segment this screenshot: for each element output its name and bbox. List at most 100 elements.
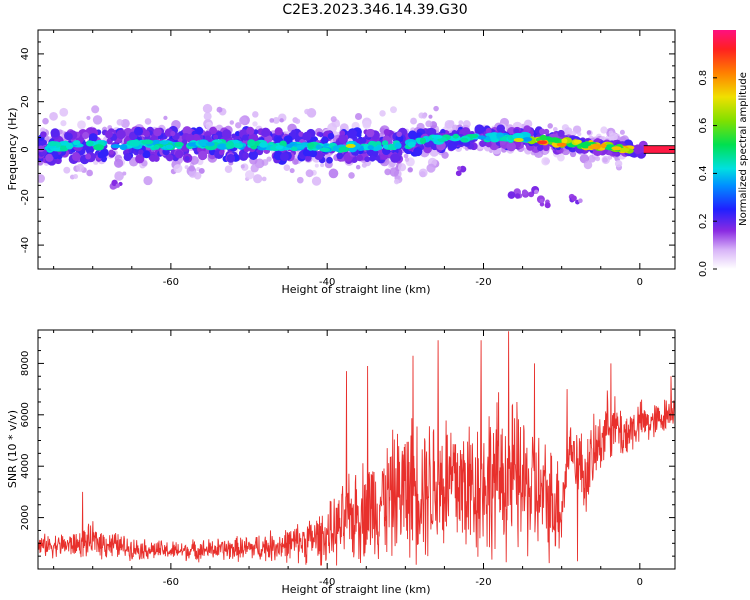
- heatmap-cell: [184, 156, 190, 162]
- heatmap-cell: [404, 157, 410, 162]
- heatmap-cell: [59, 145, 67, 152]
- heatmap-cell: [198, 167, 205, 174]
- heatmap-cell: [619, 147, 630, 152]
- heatmap-cell: [318, 132, 324, 138]
- heatmap-cell: [234, 130, 241, 137]
- heatmap-cell: [403, 153, 409, 159]
- heatmap-cell: [290, 146, 298, 152]
- heatmap-cell: [545, 158, 550, 164]
- heatmap-cell: [170, 131, 176, 137]
- heatmap-cell: [319, 147, 331, 152]
- snr-panel: -60 -40 -20 0 2000 4000 6000 8000 Height of str…: [6, 329, 676, 596]
- heatmap-cell: [328, 168, 339, 179]
- heatmap-cell: [159, 140, 169, 145]
- heatmap-cell: [413, 147, 423, 157]
- heatmap-cell: [108, 149, 115, 155]
- heatmap-cell: [250, 164, 259, 173]
- heatmap-cell: [338, 146, 350, 153]
- heatmap-cell: [600, 143, 607, 149]
- heatmap-cell: [165, 154, 174, 162]
- colorbar-label: Normalized spectral amplitude: [738, 72, 749, 226]
- heatmap-cell: [192, 133, 201, 142]
- heatmap-cell: [577, 132, 582, 137]
- snr-axes: -60 -40 -20 0 2000 4000 6000 8000: [20, 330, 675, 588]
- heatmap-cell: [460, 137, 469, 143]
- colorbar-tick-label: 0.4: [698, 165, 709, 181]
- heatmap-cell: [537, 144, 544, 152]
- heatmap-cell: [496, 132, 504, 138]
- heatmap-cell: [474, 124, 485, 135]
- heatmap-cell: [232, 139, 240, 145]
- heatmap-cell: [506, 141, 516, 152]
- heatmap-cell: [561, 138, 568, 144]
- heatmap-cell: [607, 155, 613, 160]
- heatmap-cell: [296, 144, 306, 149]
- spectrogram-x-label: Height of straight line (km): [281, 283, 430, 296]
- spectrogram-y-tick-label: -20: [20, 189, 31, 205]
- heatmap-hotspot: [587, 145, 598, 150]
- heatmap-cell: [354, 112, 363, 121]
- colorbar-ticks: 0.0 0.2 0.4 0.6 0.8: [698, 70, 717, 277]
- heatmap-hotspot: [611, 146, 622, 151]
- heatmap-cell: [133, 126, 144, 136]
- heatmap-cell: [428, 114, 433, 119]
- heatmap-cell: [420, 137, 427, 145]
- heatmap-cell: [359, 137, 367, 144]
- snr-x-tick-label: -60: [163, 577, 179, 588]
- spectrogram-heatmap: [38, 103, 675, 209]
- heatmap-cell: [296, 176, 304, 184]
- heatmap-cell: [252, 111, 259, 118]
- heatmap-cell: [397, 163, 407, 172]
- heatmap-cell: [242, 134, 249, 141]
- heatmap-cell: [426, 163, 436, 173]
- heatmap-cell: [302, 131, 312, 141]
- heatmap-cell: [261, 176, 267, 182]
- heatmap-cell: [440, 128, 446, 135]
- heatmap-cell: [165, 144, 174, 150]
- heatmap-cell: [77, 120, 86, 130]
- snr-frame: [37, 329, 676, 570]
- heatmap-cell: [602, 157, 608, 163]
- heatmap-cell: [72, 140, 80, 146]
- heatmap-cell: [586, 130, 592, 135]
- heatmap-cell: [485, 127, 492, 134]
- heatmap-feature: [521, 189, 528, 196]
- heatmap-cell: [143, 175, 153, 186]
- heatmap-cell: [393, 178, 400, 185]
- heatmap-cell: [93, 144, 105, 151]
- heatmap-feature: [544, 202, 551, 209]
- heatmap-cell: [226, 154, 236, 163]
- heatmap-cell: [116, 129, 126, 140]
- heatmap-cell: [59, 107, 69, 117]
- heatmap-cell: [327, 132, 335, 140]
- heatmap-cell: [38, 145, 45, 153]
- heatmap-cell: [129, 139, 141, 147]
- heatmap-cell: [348, 172, 355, 179]
- heatmap-feature: [459, 165, 466, 172]
- colorbar-tick-label: 0.2: [698, 213, 709, 229]
- heatmap-cell: [221, 129, 232, 140]
- heatmap-cell: [419, 171, 426, 178]
- heatmap-cell: [203, 112, 212, 121]
- heatmap-cell: [330, 116, 337, 123]
- colorbar-tick-label: 0.8: [698, 70, 709, 86]
- heatmap-cell: [338, 134, 348, 144]
- snr-x-tick-label: 0: [637, 577, 643, 588]
- heatmap-cell: [73, 174, 79, 180]
- heatmap-cell: [543, 128, 550, 135]
- heatmap-cell: [235, 122, 242, 129]
- heatmap-cell: [205, 121, 213, 130]
- heatmap-cell: [477, 135, 486, 140]
- heatmap-cell: [512, 132, 524, 140]
- heatmap-cell: [552, 127, 558, 132]
- heatmap-cell: [239, 116, 248, 125]
- heatmap-cell: [410, 117, 417, 125]
- heatmap-cell: [187, 142, 197, 147]
- snr-y-label: SNR (10 * v/v): [6, 410, 19, 488]
- heatmap-cell: [394, 142, 402, 149]
- heatmap-cell: [389, 167, 400, 177]
- heatmap-cell: [315, 144, 323, 150]
- heatmap-feature: [571, 195, 577, 202]
- heatmap-cell: [85, 140, 94, 147]
- heatmap-cell: [311, 176, 322, 186]
